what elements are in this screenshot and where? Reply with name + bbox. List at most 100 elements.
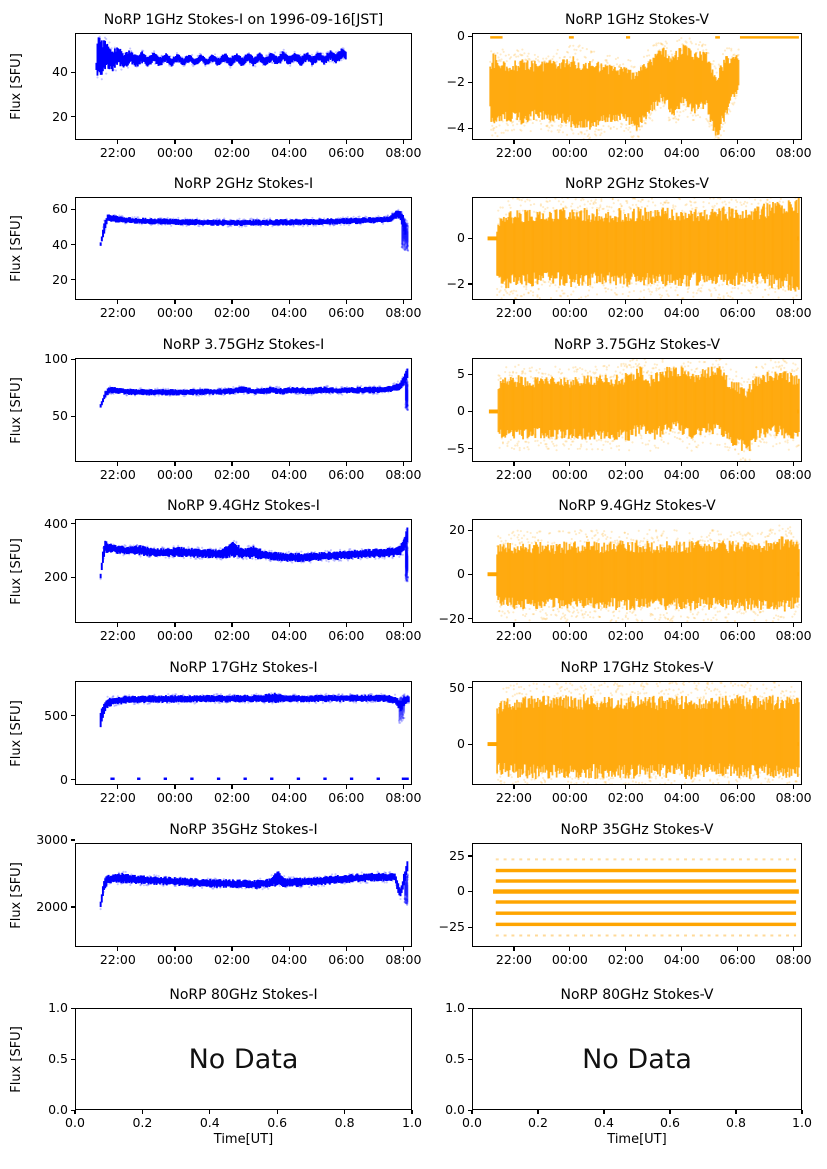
x-tick-label: 00:00 [156, 305, 193, 320]
x-tick-mark [231, 300, 233, 304]
x-tick-label: 04:00 [271, 305, 308, 320]
y-tick-mark [71, 279, 75, 281]
y-tick-label: 2000 [36, 898, 68, 914]
plot-canvas [487, 682, 800, 784]
x-tick-mark [231, 462, 233, 466]
plot-area [472, 519, 802, 623]
plot-area [75, 519, 412, 623]
y-tick-mark [71, 358, 75, 360]
x-tick-mark [209, 1110, 211, 1114]
plot-canvas [95, 35, 347, 81]
x-tick-mark [569, 623, 571, 627]
y-axis-label: Flux [SFU] [8, 376, 24, 444]
x-tick-mark [174, 300, 176, 304]
y-axis-label: Flux [SFU] [8, 53, 24, 120]
x-tick-mark [276, 1110, 278, 1114]
x-tick-mark [402, 623, 405, 627]
x-tick-label: 08:00 [775, 628, 812, 643]
x-tick-mark [737, 300, 739, 304]
y-tick-mark [468, 618, 472, 620]
plot-area [75, 358, 412, 462]
x-tick-mark [117, 300, 119, 304]
x-tick-mark [669, 1110, 671, 1114]
x-tick-label: 0.0 [462, 1115, 482, 1130]
x-tick-label: 22:00 [99, 145, 136, 160]
x-tick-label: 00:00 [551, 790, 588, 805]
x-tick-mark [793, 623, 795, 627]
plot-canvas [493, 858, 799, 937]
x-tick-mark [231, 947, 233, 951]
x-tick-label: 0.8 [334, 1115, 355, 1130]
x-tick-label: 0.2 [528, 1115, 548, 1130]
y-tick-mark [71, 715, 75, 717]
plot-title: NoRP 1GHz Stokes-I on 1996-09-16[JST] [103, 12, 384, 28]
x-tick-label: 00:00 [551, 628, 588, 643]
x-tick-mark [801, 1110, 803, 1114]
x-tick-label: 0.6 [267, 1115, 288, 1130]
x-tick-mark [569, 140, 571, 144]
y-tick-label: 0.5 [48, 1051, 68, 1066]
y-tick-mark [468, 743, 472, 745]
x-tick-mark [402, 300, 405, 304]
x-tick-mark [117, 947, 119, 951]
y-tick-label: −2 [446, 275, 465, 291]
y-axis-label: Flux [SFU] [8, 699, 24, 767]
y-tick-label: 0 [457, 736, 465, 752]
plot-title: NoRP 17GHz Stokes-I [169, 660, 318, 676]
y-tick-label: 1.0 [445, 1000, 465, 1015]
x-tick-mark [625, 947, 627, 951]
y-tick-label: 5 [457, 366, 465, 382]
x-tick-mark [288, 462, 290, 466]
x-tick-mark [569, 300, 571, 304]
plot-area: No Data [75, 1008, 412, 1110]
x-tick-label: 00:00 [551, 145, 588, 160]
y-tick-label: 0.0 [48, 1102, 68, 1117]
y-tick-mark [468, 410, 472, 413]
x-tick-label: 04:00 [663, 145, 700, 160]
y-tick-label: 60 [52, 201, 68, 217]
x-tick-mark [513, 947, 515, 951]
x-tick-mark [288, 947, 290, 951]
x-tick-label: 06:00 [328, 628, 365, 643]
plot-title: NoRP 35GHz Stokes-I [169, 822, 318, 838]
x-tick-label: 04:00 [663, 628, 700, 643]
y-tick-label: 40 [52, 236, 68, 252]
plot-canvas [473, 1009, 801, 1109]
x-tick-mark [793, 300, 795, 304]
x-tick-label: 04:00 [271, 145, 308, 160]
y-tick-mark [71, 415, 75, 417]
plot-area [75, 681, 412, 785]
x-tick-label: 08:00 [385, 467, 422, 482]
x-tick-label: 02:00 [214, 628, 251, 643]
x-tick-label: 02:00 [607, 305, 644, 320]
x-tick-label: 22:00 [99, 467, 136, 482]
y-tick-mark [71, 71, 75, 73]
x-tick-label: 04:00 [663, 952, 700, 967]
x-tick-mark [345, 947, 347, 951]
x-tick-label: 04:00 [663, 467, 700, 482]
x-tick-mark [117, 623, 119, 627]
y-axis-label: Flux [SFU] [8, 1025, 24, 1093]
y-tick-mark [468, 81, 472, 84]
plot-canvas [487, 524, 800, 622]
x-tick-mark [402, 785, 405, 789]
y-tick-mark [468, 890, 472, 893]
x-tick-label: 06:00 [719, 305, 756, 320]
y-tick-label: 25 [449, 847, 465, 863]
x-tick-mark [174, 623, 176, 627]
x-tick-label: 06:00 [328, 790, 365, 805]
y-tick-label: 0 [60, 771, 68, 787]
x-tick-mark [569, 462, 571, 466]
x-tick-label: 08:00 [775, 952, 812, 967]
x-tick-mark [141, 1110, 143, 1114]
y-tick-mark [468, 855, 472, 857]
y-tick-mark [468, 237, 472, 239]
x-tick-label: 04:00 [663, 305, 700, 320]
